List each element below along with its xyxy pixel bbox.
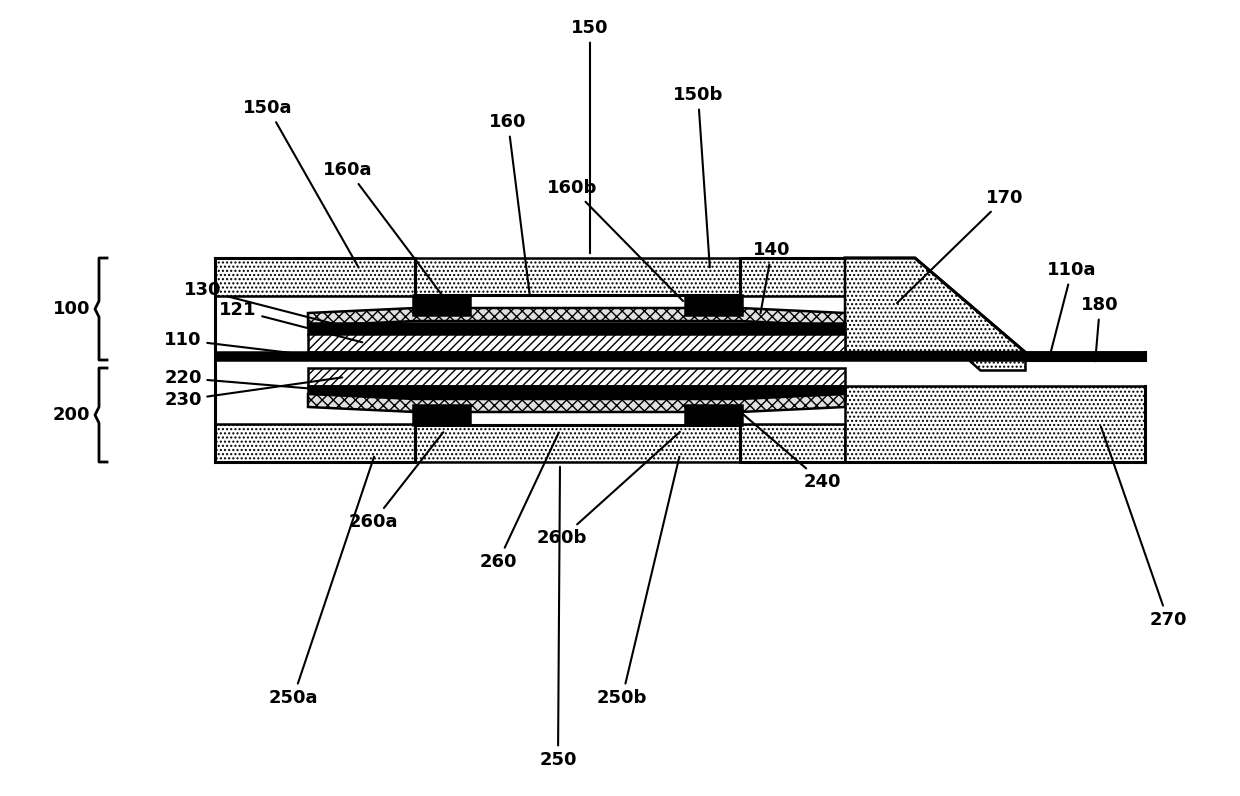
Text: 110a: 110a (1048, 261, 1096, 353)
Text: 150: 150 (572, 19, 609, 253)
Polygon shape (844, 386, 1145, 462)
Polygon shape (308, 386, 844, 397)
Text: 260: 260 (479, 432, 559, 571)
Text: 110: 110 (164, 331, 305, 355)
Polygon shape (415, 425, 740, 462)
Text: 250b: 250b (596, 457, 680, 707)
Polygon shape (684, 405, 742, 425)
Bar (215, 352, 1025, 360)
Text: 100: 100 (52, 300, 91, 318)
Polygon shape (413, 295, 470, 315)
Text: 240: 240 (732, 405, 841, 491)
Text: 170: 170 (897, 189, 1024, 303)
Text: 270: 270 (1101, 427, 1187, 629)
Polygon shape (308, 368, 844, 386)
Text: 260b: 260b (537, 432, 680, 547)
Polygon shape (684, 295, 742, 315)
Text: 150b: 150b (673, 86, 723, 267)
Text: 130: 130 (185, 281, 347, 327)
Polygon shape (215, 258, 415, 296)
Text: 121: 121 (219, 301, 362, 342)
Text: 160b: 160b (547, 179, 683, 301)
Polygon shape (308, 394, 844, 412)
Polygon shape (844, 258, 1025, 352)
Bar (1025, 352, 1145, 360)
Polygon shape (740, 424, 844, 462)
Text: 160a: 160a (324, 161, 446, 301)
Polygon shape (308, 308, 844, 326)
Text: 160: 160 (490, 113, 529, 295)
Text: 250a: 250a (268, 457, 374, 707)
Text: 260a: 260a (348, 432, 443, 531)
Text: 220: 220 (164, 369, 337, 391)
Polygon shape (415, 258, 740, 295)
Polygon shape (308, 334, 844, 352)
Polygon shape (960, 352, 1145, 370)
Polygon shape (740, 258, 844, 296)
Polygon shape (308, 323, 844, 334)
Text: 180: 180 (1081, 296, 1118, 361)
Text: 230: 230 (164, 377, 342, 409)
Text: 200: 200 (52, 406, 91, 424)
Text: 140: 140 (753, 241, 791, 314)
Polygon shape (413, 405, 470, 425)
Polygon shape (215, 424, 415, 462)
Text: 150a: 150a (243, 99, 358, 267)
Text: 250: 250 (539, 466, 577, 769)
